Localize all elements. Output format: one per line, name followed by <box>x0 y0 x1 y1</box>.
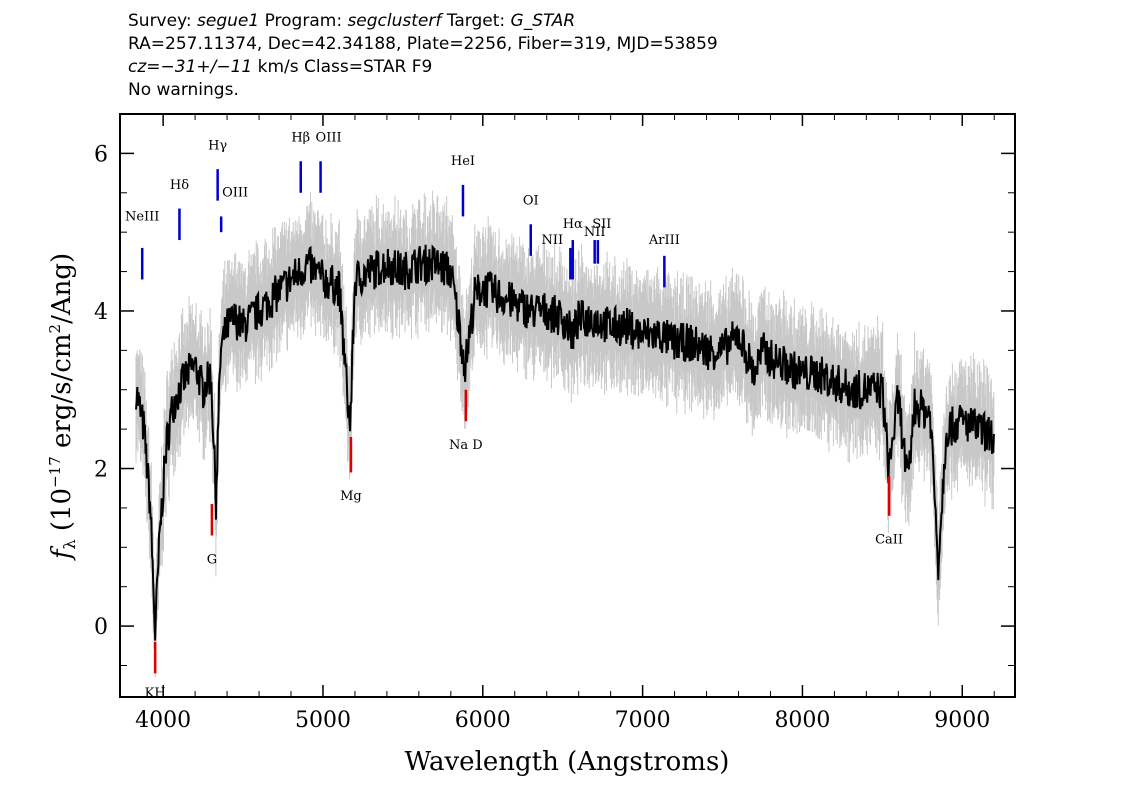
spectral-line-label: NII <box>584 225 606 240</box>
y-label-subscript: λ <box>60 539 79 549</box>
x-tick-label: 5000 <box>295 708 351 733</box>
spectral-line-label: OI <box>523 194 539 209</box>
spectral-line-label: NeIII <box>125 209 159 224</box>
y-tick-label: 0 <box>94 615 108 640</box>
spectral-line-label: CaII <box>875 533 903 548</box>
spectral-line-label: Hγ <box>208 138 227 153</box>
survey-label: Survey: <box>128 11 198 31</box>
x-tick-label: 4000 <box>135 708 191 733</box>
spectral-line-label: OIII <box>316 131 342 146</box>
spectral-line-label: HeI <box>451 154 475 169</box>
y-axis-label: fλ (10−17 erg/s/cm2/Ang) <box>46 253 79 561</box>
spectral-line-label: Na D <box>449 438 483 453</box>
y-label-exponent2: 2 <box>46 324 64 334</box>
y-tick-label: 2 <box>94 458 108 483</box>
header-line-survey: Survey: segue1 Program: segclusterf Targ… <box>128 10 718 33</box>
y-label-suffix: /Ang) <box>47 253 77 324</box>
spectral-line-label: Hδ <box>170 178 189 193</box>
spectral-line-label: G <box>207 552 217 567</box>
header-line-redshift: cz=−31+/−11 km/s Class=STAR F9 <box>128 56 718 79</box>
target-label: Target: <box>441 11 511 31</box>
plot-frame <box>119 113 1016 698</box>
cz-label: cz= <box>128 57 161 77</box>
program-label: Program: <box>259 11 348 31</box>
program-value: segclusterf <box>347 11 442 31</box>
spectral-line-label: Mg <box>340 489 362 504</box>
x-tick-label: 8000 <box>774 708 830 733</box>
spectral-line-label: ArIII <box>648 233 680 248</box>
y-tick-label: 4 <box>94 300 108 325</box>
cz-value: −31+/−11 <box>160 57 253 77</box>
target-value: G_STAR <box>510 11 576 31</box>
x-tick-label: 6000 <box>455 708 511 733</box>
x-tick-label: 7000 <box>615 708 671 733</box>
spectrum-header: Survey: segue1 Program: segclusterf Targ… <box>128 10 718 102</box>
spectral-line-label: OIII <box>222 186 248 201</box>
y-label-exponent: −17 <box>46 456 64 488</box>
y-tick-label: 6 <box>94 142 108 167</box>
header-line-coordinates: RA=257.11374, Dec=42.34188, Plate=2256, … <box>128 34 718 54</box>
flux-series-line <box>135 244 995 641</box>
spectral-line-label: Hα <box>563 217 583 232</box>
spectral-line-label: NII <box>542 233 564 248</box>
x-tick-label: 9000 <box>934 708 990 733</box>
axis-ticks: 4000 5000 6000 7000 8000 9000 0 2 4 6 <box>94 114 1015 733</box>
error-band <box>135 190 995 678</box>
y-label-units: erg/s/cm <box>47 333 77 456</box>
cz-class: km/s Class=STAR F9 <box>252 57 433 77</box>
spectral-line-label: Hβ <box>291 131 310 146</box>
spectral-line-label: SII <box>592 217 611 232</box>
header-line-warnings: No warnings. <box>128 80 239 100</box>
survey-value: segue1 <box>197 11 260 31</box>
x-axis-label: Wavelength (Angstroms) <box>405 747 730 777</box>
y-label-prefix: (10 <box>47 488 77 540</box>
